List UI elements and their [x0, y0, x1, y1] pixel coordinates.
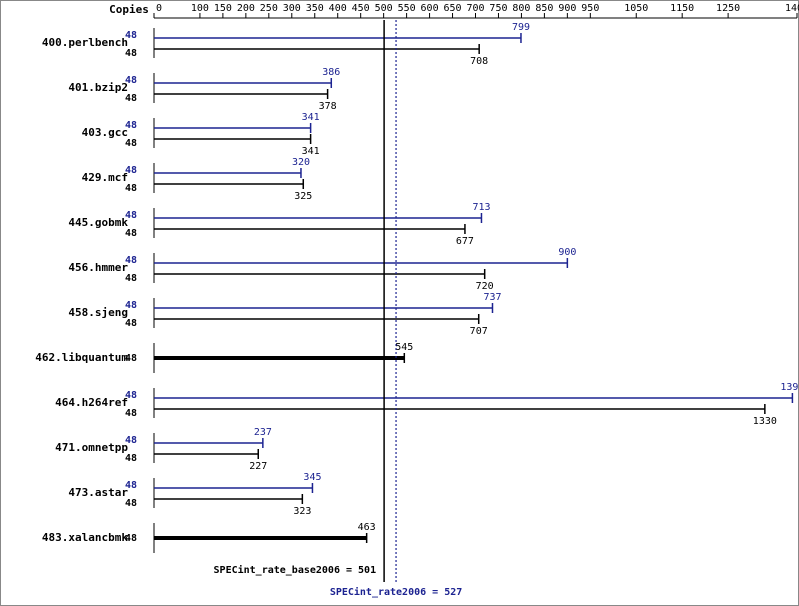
- value-label: 325: [294, 191, 312, 202]
- value-label: 545: [395, 342, 413, 353]
- value-label: 1390: [780, 382, 799, 393]
- category-label: 462.libquantum: [35, 351, 128, 364]
- reference-label: SPECint_rate2006 = 527: [330, 586, 462, 598]
- value-label: 677: [456, 236, 474, 247]
- value-label: 237: [254, 427, 272, 438]
- x-tick-label: 1150: [670, 3, 694, 14]
- x-tick-label: 150: [214, 3, 232, 14]
- copies-label: 48: [125, 48, 137, 59]
- value-label: 320: [292, 157, 310, 168]
- x-tick-label: 800: [512, 3, 530, 14]
- value-label: 900: [558, 247, 576, 258]
- x-tick-label: 500: [375, 3, 393, 14]
- value-label: 708: [470, 56, 488, 67]
- value-label: 713: [472, 202, 490, 213]
- value-label: 386: [322, 67, 340, 78]
- copies-label: 48: [125, 165, 137, 176]
- x-tick-label: 950: [581, 3, 599, 14]
- x-tick-label: 450: [352, 3, 370, 14]
- x-tick-label: 350: [306, 3, 324, 14]
- x-tick-label: 1400: [785, 3, 799, 14]
- x-tick-label: 400: [329, 3, 347, 14]
- copies-label: 48: [125, 210, 137, 221]
- value-label: 341: [302, 112, 320, 123]
- x-tick-label: 1250: [716, 3, 740, 14]
- value-label: 378: [319, 101, 337, 112]
- x-tick-label: 0: [156, 3, 162, 14]
- copies-label: 48: [125, 255, 137, 266]
- x-tick-label: 200: [237, 3, 255, 14]
- category-label: 456.hmmer: [68, 261, 128, 274]
- copies-label: 48: [125, 120, 137, 131]
- category-label: 464.h264ref: [55, 396, 128, 409]
- copies-label: 48: [125, 318, 137, 329]
- x-tick-label: 300: [283, 3, 301, 14]
- copies-label: 48: [125, 453, 137, 464]
- x-tick-label: 900: [558, 3, 576, 14]
- value-label: 341: [302, 146, 320, 157]
- x-tick-label: 700: [466, 3, 484, 14]
- category-label: 429.mcf: [82, 171, 128, 184]
- value-label: 737: [483, 292, 501, 303]
- category-label: 403.gcc: [82, 126, 128, 139]
- value-label: 720: [476, 281, 494, 292]
- copies-label: 48: [125, 93, 137, 104]
- category-label: 445.gobmk: [68, 216, 128, 229]
- x-tick-label: 650: [444, 3, 462, 14]
- copies-label: 48: [125, 228, 137, 239]
- x-tick-label: 100: [191, 3, 209, 14]
- value-label: 463: [358, 522, 376, 533]
- copies-label: 48: [125, 30, 137, 41]
- value-label: 345: [303, 472, 321, 483]
- x-tick-label: 250: [260, 3, 278, 14]
- value-label: 323: [293, 506, 311, 517]
- category-label: 471.omnetpp: [55, 441, 128, 454]
- category-label: 483.xalancbmk: [42, 531, 128, 544]
- copies-header: Copies: [109, 3, 149, 16]
- category-label: 401.bzip2: [68, 81, 128, 94]
- value-label: 227: [249, 461, 267, 472]
- copies-label: 48: [125, 408, 137, 419]
- copies-label: 48: [125, 390, 137, 401]
- value-label: 707: [470, 326, 488, 337]
- copies-label: 48: [125, 138, 137, 149]
- value-label: 799: [512, 22, 530, 33]
- copies-label: 48: [125, 300, 137, 311]
- copies-label: 48: [125, 353, 137, 364]
- category-label: 400.perlbench: [42, 36, 128, 49]
- copies-label: 48: [125, 273, 137, 284]
- x-tick-label: 850: [535, 3, 553, 14]
- x-tick-label: 750: [489, 3, 507, 14]
- x-tick-label: 550: [398, 3, 416, 14]
- copies-label: 48: [125, 498, 137, 509]
- category-label: 473.astar: [68, 486, 128, 499]
- copies-label: 48: [125, 75, 137, 86]
- category-label: 458.sjeng: [68, 306, 128, 319]
- x-tick-label: 1050: [624, 3, 648, 14]
- reference-label: SPECint_rate_base2006 = 501: [214, 564, 377, 576]
- copies-label: 48: [125, 480, 137, 491]
- value-label: 1330: [753, 416, 777, 427]
- x-tick-label: 600: [421, 3, 439, 14]
- copies-label: 48: [125, 183, 137, 194]
- copies-label: 48: [125, 435, 137, 446]
- copies-label: 48: [125, 533, 137, 544]
